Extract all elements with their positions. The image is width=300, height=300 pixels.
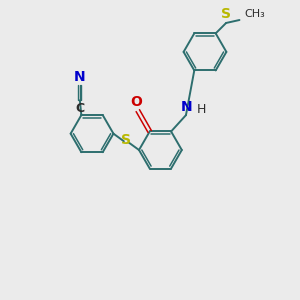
Text: H: H xyxy=(196,103,206,116)
Text: N: N xyxy=(74,70,86,84)
Text: S: S xyxy=(121,133,131,147)
Text: O: O xyxy=(130,94,142,109)
Text: CH₃: CH₃ xyxy=(244,8,265,19)
Text: S: S xyxy=(221,7,231,21)
Text: C: C xyxy=(75,102,84,115)
Text: N: N xyxy=(181,100,193,114)
